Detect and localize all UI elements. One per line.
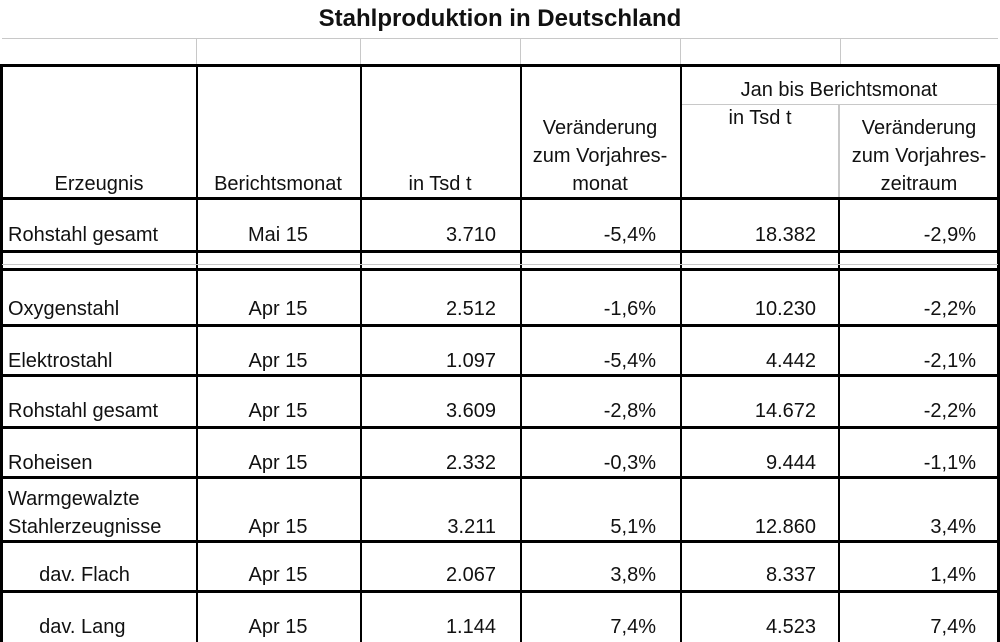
header-veraenderung-3: monat: [572, 173, 628, 195]
header-jan-veraenderung-1: Veränderung: [861, 117, 977, 139]
table-row-4-veraenderung: 5,1%: [610, 516, 656, 538]
table-row-5-jan-veraenderung: 1,4%: [930, 564, 976, 586]
table-row-1-jan-tsd: 4.442: [765, 350, 816, 372]
table-row-3-veraenderung: -0,3%: [603, 452, 656, 474]
summary-row-veraenderung: -5,4%: [603, 224, 656, 246]
table-row-5-jan-tsd: 8.337: [765, 564, 816, 586]
table-row-4-monat: Apr 15: [248, 516, 308, 538]
header-jan-group: Jan bis Berichtsmonat: [740, 79, 938, 101]
table-border-left: [0, 64, 3, 642]
table-border-top: [2, 64, 998, 67]
table-row-0-jan-tsd: 10.230: [754, 298, 816, 320]
grid-line-vertical: [520, 38, 521, 64]
table-row-4-jan-veraenderung: 3,4%: [930, 516, 976, 538]
table-row-0-tsd: 2.512: [445, 298, 496, 320]
column-divider: [360, 64, 362, 642]
table-row-1-erzeugnis: Elektrostahl: [8, 350, 113, 372]
table-row-4-tsd: 3.211: [447, 516, 496, 538]
table-row-0-erzeugnis: Oxygenstahl: [8, 298, 120, 320]
table-row-5-tsd: 2.067: [445, 564, 496, 586]
table-row-4-jan-tsd: 12.860: [754, 516, 816, 538]
row-border: [2, 426, 998, 429]
grid-line-vertical: [680, 38, 681, 64]
table-row-3-jan-tsd: 9.444: [765, 452, 816, 474]
table-row-2-jan-veraenderung: -2,2%: [923, 400, 976, 422]
table-row-5-monat: Apr 15: [248, 564, 308, 586]
header-border-bottom: [2, 197, 998, 200]
table-row-0-veraenderung: -1,6%: [603, 298, 656, 320]
summary-row-jan-tsd: 18.382: [754, 224, 816, 246]
table-row-1-monat: Apr 15: [248, 350, 308, 372]
row-border: [2, 324, 998, 327]
grid-line-vertical: [840, 38, 841, 64]
table-row-0-jan-veraenderung: -2,2%: [923, 298, 976, 320]
grid-line-horizontal: [2, 38, 998, 39]
grid-line-horizontal: [2, 264, 998, 265]
table-row-2-erzeugnis: Rohstahl gesamt: [8, 400, 159, 422]
table-row-0-monat: Apr 15: [248, 298, 308, 320]
table-row-1-tsd: 1.097: [445, 350, 496, 372]
table-row-4-erzeugnis: Stahlerzeugnisse: [8, 516, 162, 538]
grid-line-vertical: [196, 38, 197, 64]
summary-row-tsd: 3.710: [445, 224, 496, 246]
header-jan-veraenderung-2: zum Vorjahres-: [851, 145, 987, 167]
column-divider: [680, 64, 682, 642]
table-row-6-tsd: 1.144: [445, 616, 496, 638]
summary-row-erzeugnis: Rohstahl gesamt: [8, 224, 159, 246]
table-row-3-tsd: 2.332: [445, 452, 496, 474]
header-jan-in-tsd-t: in Tsd t: [728, 107, 792, 129]
column-divider: [196, 64, 198, 642]
table-row-6-monat: Apr 15: [248, 616, 308, 638]
grid-line-vertical: [360, 38, 361, 64]
table-row-4-erzeugnis-line1: Warmgewalzte: [8, 488, 140, 510]
row-border: [2, 250, 998, 253]
table-row-6-jan-tsd: 4.523: [765, 616, 816, 638]
table-row-6-erzeugnis: dav. Lang: [28, 616, 126, 638]
row-border: [2, 476, 998, 479]
header-veraenderung-2: zum Vorjahres-: [532, 145, 668, 167]
row-border: [2, 374, 998, 377]
table-row-5-erzeugnis: dav. Flach: [28, 564, 130, 586]
header-jan-veraenderung-3: zeitraum: [880, 173, 958, 195]
table-row-6-veraenderung: 7,4%: [610, 616, 656, 638]
header-veraenderung-1: Veränderung: [542, 117, 658, 139]
table-row-3-erzeugnis: Roheisen: [8, 452, 93, 474]
summary-row-jan-veraenderung: -2,9%: [923, 224, 976, 246]
table-row-5-veraenderung: 3,8%: [610, 564, 656, 586]
table-row-3-monat: Apr 15: [248, 452, 308, 474]
table-row-2-tsd: 3.609: [445, 400, 496, 422]
column-divider: [520, 64, 522, 642]
table-row-6-jan-veraenderung: 7,4%: [930, 616, 976, 638]
header-erzeugnis: Erzeugnis: [54, 173, 144, 195]
table-row-1-veraenderung: -5,4%: [603, 350, 656, 372]
header-in-tsd-t: in Tsd t: [408, 173, 472, 195]
page-title: Stahlproduktion in Deutschland: [318, 5, 682, 32]
table-row-2-monat: Apr 15: [248, 400, 308, 422]
header-berichtsmonat: Berichtsmonat: [214, 173, 342, 195]
summary-row-monat: Mai 15: [247, 224, 309, 246]
row-border: [2, 540, 998, 543]
table-row-2-jan-tsd: 14.672: [754, 400, 816, 422]
row-border: [2, 590, 998, 593]
table-row-3-jan-veraenderung: -1,1%: [923, 452, 976, 474]
table-row-2-veraenderung: -2,8%: [603, 400, 656, 422]
table-row-1-jan-veraenderung: -2,1%: [923, 350, 976, 372]
grid-line-vertical: [838, 104, 840, 198]
table-border-right: [997, 64, 1000, 642]
section-border: [2, 268, 998, 271]
column-divider: [838, 198, 840, 642]
